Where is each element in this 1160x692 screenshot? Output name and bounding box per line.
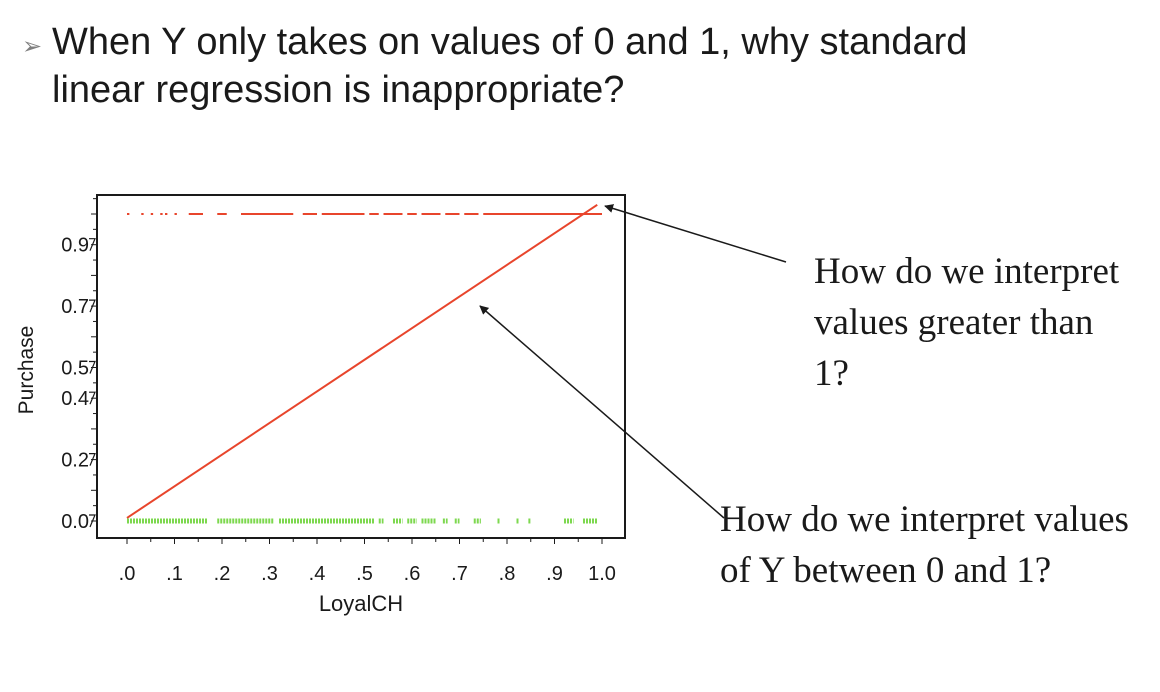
y-tick-hook	[89, 453, 96, 466]
x-tick-label: .6	[404, 563, 421, 585]
callout-between-zero-and-one: How do we interpret values of Y between …	[720, 499, 1129, 591]
y-tick-hook	[89, 238, 96, 251]
y-tick-hook	[89, 299, 96, 313]
regression-fit-line	[126, 203, 598, 519]
y-tick-label: 0.5	[61, 358, 89, 380]
x-tick-label: .9	[546, 563, 563, 585]
y-tick-hook	[89, 360, 96, 374]
y-tick-label: 0.9	[61, 235, 89, 257]
x-tick-label: .4	[309, 563, 326, 585]
x-tick-label: .7	[451, 563, 468, 585]
y-tick-hook	[89, 391, 96, 405]
x-tick-label: .8	[499, 563, 516, 585]
y-tick-label: 0.2	[61, 450, 89, 472]
slide-title: When Y only takes on values of 0 and 1, …	[52, 21, 968, 111]
x-axis-label: LoyalCH	[319, 591, 403, 616]
y-axis: 0.0 0.2 0.4 0.5 0.7 0.9	[61, 198, 97, 533]
x-tick-label: .2	[214, 563, 231, 585]
slide-title-block: ➢ When Y only takes on values of 0 and 1…	[18, 18, 1018, 114]
y-tick-label: 0.0	[61, 511, 89, 533]
plot-frame	[96, 194, 626, 539]
y-tick-hook	[89, 514, 96, 528]
bullet-arrow-icon: ➢	[22, 32, 43, 60]
x-tick-label: 1.0	[588, 563, 616, 585]
y-tick-label: 0.4	[61, 388, 89, 410]
callout-arrow-greater-than-one	[604, 204, 787, 263]
y-axis-label: Purchase	[15, 326, 38, 415]
x-axis: .0 .1 .2 .3 .4 .5 .6 .7 .8 .9 1.0	[119, 538, 616, 585]
x-tick-label: .3	[261, 563, 278, 585]
y-tick-label: 0.7	[61, 296, 89, 318]
callout-arrow-between-zero-and-one	[479, 305, 725, 519]
data-marks	[126, 203, 602, 524]
x-tick-label: .1	[166, 563, 183, 585]
x-tick-label: .5	[356, 563, 373, 585]
x-tick-label: .0	[119, 563, 136, 585]
callout-greater-than-one: How do we interpret values greater than …	[814, 251, 1120, 394]
